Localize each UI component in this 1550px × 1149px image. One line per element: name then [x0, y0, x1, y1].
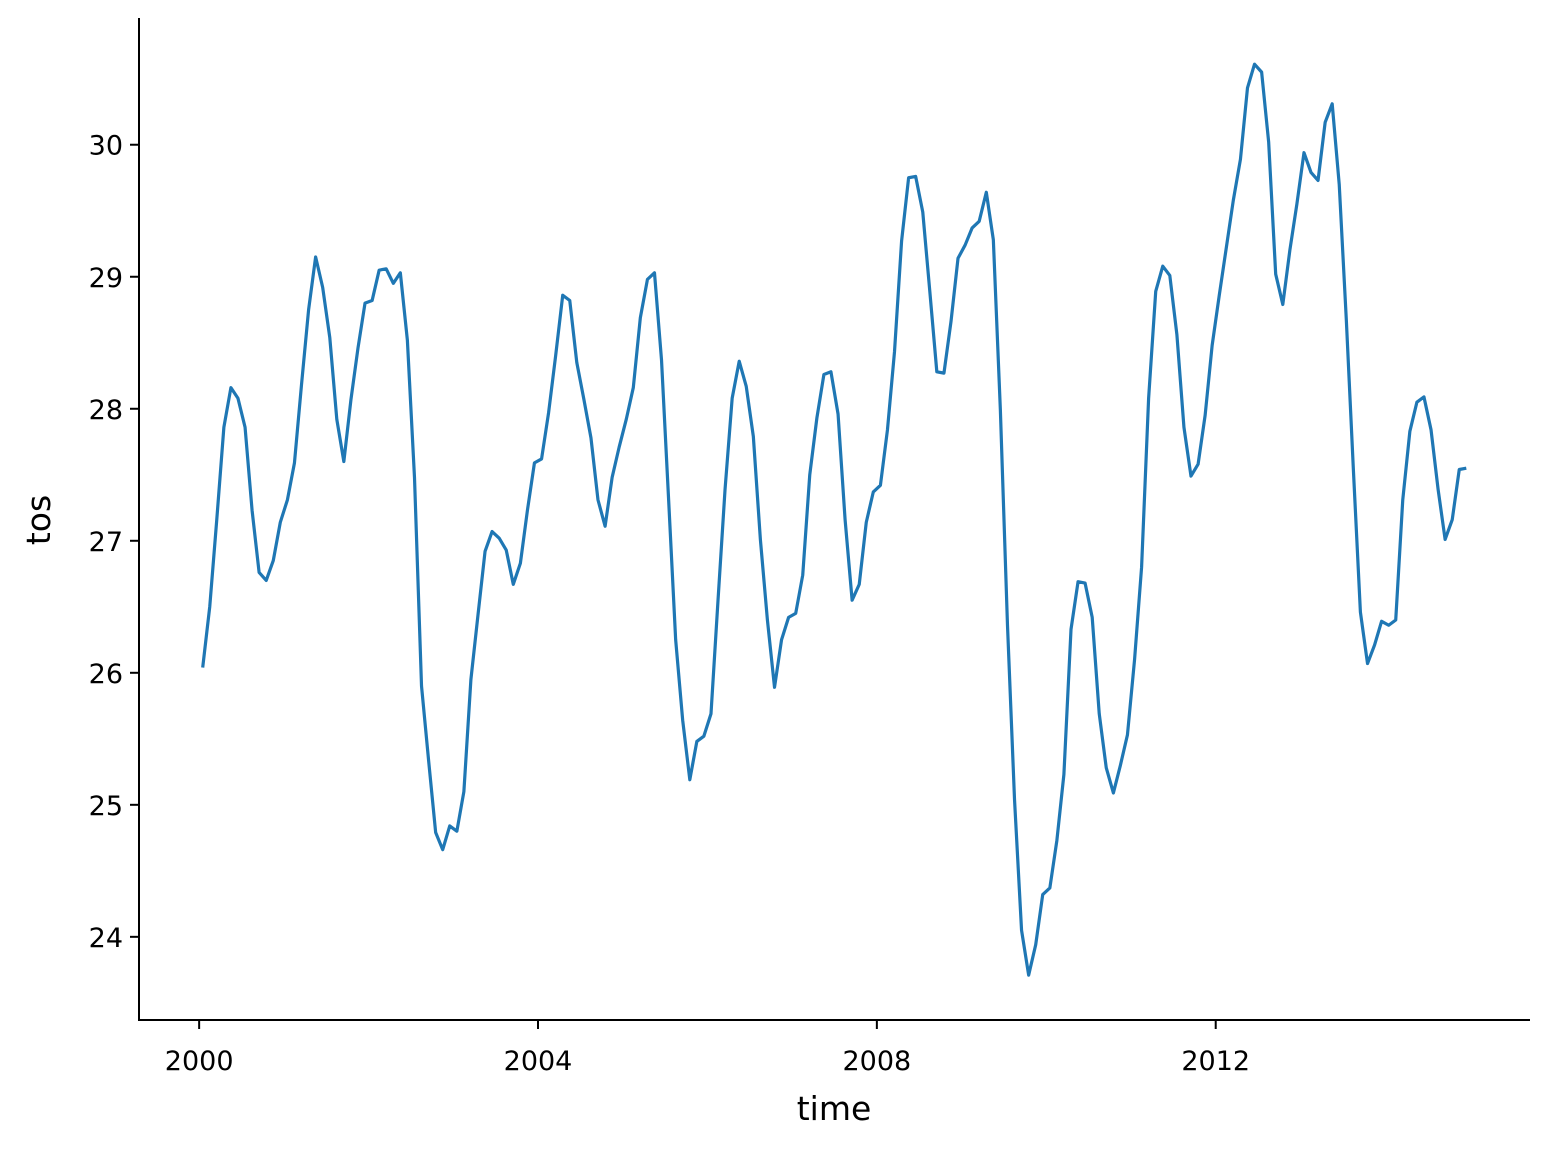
y-tick-label: 29 — [89, 263, 123, 294]
x-axis-label: time — [797, 1089, 872, 1128]
y-axis-label: tos — [19, 495, 58, 545]
y-tick-label: 24 — [89, 923, 123, 954]
x-tick-label: 2008 — [842, 1046, 911, 1077]
data-line — [201, 62, 1467, 977]
x-tick-label: 2004 — [504, 1046, 573, 1077]
x-tick-label: 2000 — [165, 1046, 234, 1077]
y-tick-label: 30 — [89, 131, 123, 162]
y-tick-label: 26 — [89, 659, 123, 690]
y-tick-label: 27 — [89, 527, 123, 558]
x-tick-label: 2012 — [1181, 1046, 1250, 1077]
y-tick-label: 28 — [89, 395, 123, 426]
y-tick-label: 25 — [89, 791, 123, 822]
